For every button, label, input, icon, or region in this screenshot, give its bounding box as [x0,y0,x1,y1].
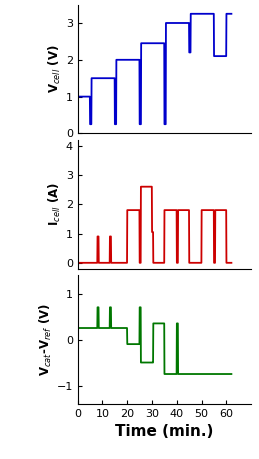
X-axis label: Time (min.): Time (min.) [115,424,214,439]
Y-axis label: V$_{cat}$-V$_{ref}$ (V): V$_{cat}$-V$_{ref}$ (V) [38,303,54,376]
Y-axis label: I$_{cell}$ (A): I$_{cell}$ (A) [47,182,63,226]
Y-axis label: V$_{cell}$ (V): V$_{cell}$ (V) [47,45,63,93]
